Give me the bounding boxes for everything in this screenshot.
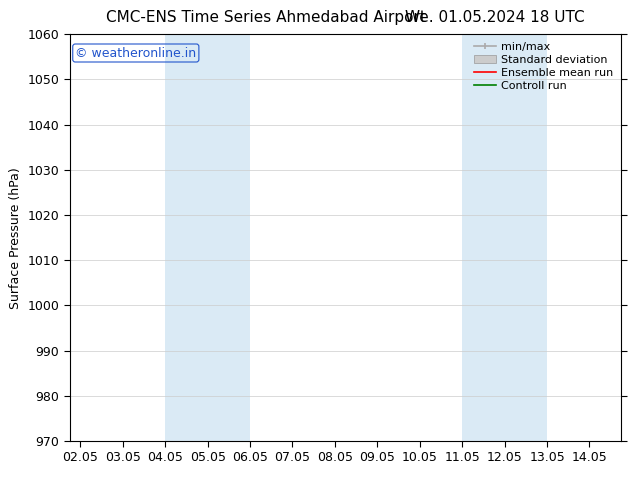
Bar — [505, 34, 547, 441]
Bar — [165, 34, 207, 441]
Legend: min/max, Standard deviation, Ensemble mean run, Controll run: min/max, Standard deviation, Ensemble me… — [471, 40, 616, 93]
Bar — [207, 34, 250, 441]
Text: We. 01.05.2024 18 UTC: We. 01.05.2024 18 UTC — [404, 10, 585, 25]
Y-axis label: Surface Pressure (hPa): Surface Pressure (hPa) — [9, 167, 22, 309]
Bar — [462, 34, 505, 441]
Text: CMC-ENS Time Series Ahmedabad Airport: CMC-ENS Time Series Ahmedabad Airport — [107, 10, 426, 25]
Text: © weatheronline.in: © weatheronline.in — [75, 47, 197, 59]
